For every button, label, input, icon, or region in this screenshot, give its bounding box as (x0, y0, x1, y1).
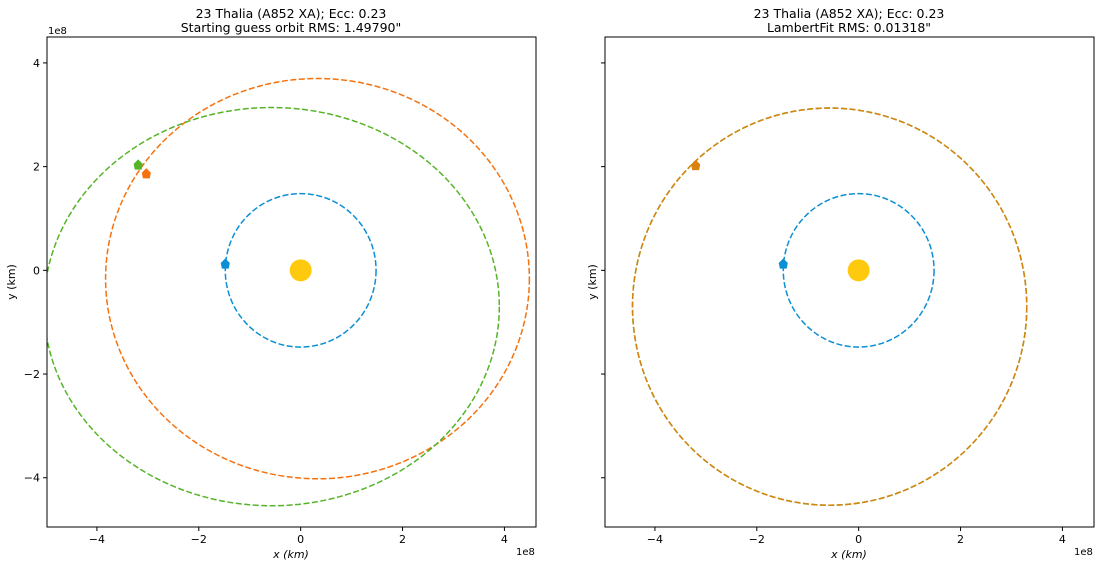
right-x-tick-label: 4 (1059, 533, 1066, 546)
left-sun (289, 259, 312, 282)
left-y-tick-label: −2 (24, 368, 40, 381)
right-axes-frame (604, 36, 1095, 528)
left-y-tick-label: 0 (33, 264, 40, 277)
right-sun (847, 259, 870, 282)
left-axes-frame (46, 36, 537, 528)
left-y-axis-label: y (km) (5, 264, 18, 300)
right-plot-area (631, 107, 1028, 506)
left-x-tick-label: 0 (297, 533, 304, 546)
left-panel: 23 Thalia (A852 XA); Ecc: 0.23 Starting … (5, 6, 537, 561)
right-panel: 23 Thalia (A852 XA); Ecc: 0.23 LambertFi… (586, 6, 1095, 561)
right-orbit-2 (631, 107, 1028, 506)
right-x-tick-label: 0 (855, 533, 862, 546)
right-x-tick-label: −2 (749, 533, 765, 546)
left-orbit-2 (47, 106, 501, 507)
left-x-scale-label: 1e8 (516, 547, 535, 558)
left-orbit-0 (224, 192, 377, 348)
right-orbit-0 (782, 192, 935, 348)
left-x-axis-label: x (km) (272, 548, 309, 561)
left-orbit-1 (104, 77, 531, 480)
left-x-tick-label: 2 (399, 533, 406, 546)
right-body-marker-0 (778, 258, 788, 269)
right-x-tick-label: 2 (957, 533, 964, 546)
left-body-marker-2 (133, 159, 143, 170)
right-x-axis-label: x (km) (830, 548, 867, 561)
left-x-tick-label: 4 (501, 533, 508, 546)
right-chart-subtitle: LambertFit RMS: 0.01318" (767, 20, 931, 35)
left-chart-subtitle: Starting guess orbit RMS: 1.49790" (181, 20, 401, 35)
left-y-tick-label: 2 (33, 161, 40, 174)
left-x-tick-label: −2 (191, 533, 207, 546)
right-x-scale-label: 1e8 (1074, 547, 1093, 558)
right-x-tick-label: −4 (647, 533, 663, 546)
left-y-tick-label: 4 (33, 57, 40, 70)
left-plot-area (47, 77, 531, 507)
left-y-tick-label: −4 (24, 472, 40, 485)
left-x-tick-label: −4 (89, 533, 105, 546)
right-chart-title: 23 Thalia (A852 XA); Ecc: 0.23 (754, 6, 945, 21)
right-y-axis-label: y (km) (586, 264, 599, 300)
left-y-scale-label: 1e8 (48, 26, 67, 37)
right-orbit-1 (631, 107, 1028, 506)
left-body-marker-0 (220, 258, 230, 269)
left-chart-title: 23 Thalia (A852 XA); Ecc: 0.23 (196, 6, 387, 21)
left-body-marker-1 (141, 168, 151, 179)
right-body-marker-2 (691, 159, 701, 171)
